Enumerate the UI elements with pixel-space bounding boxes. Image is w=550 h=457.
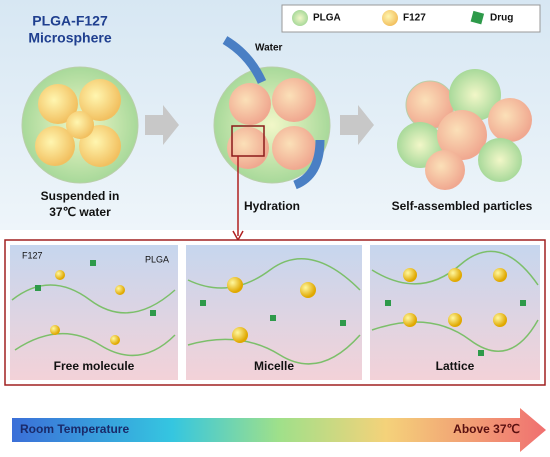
panel — [370, 245, 540, 380]
drug-particles — [35, 260, 526, 356]
title-line: Microsphere — [28, 30, 111, 46]
micelle-cores — [50, 268, 507, 345]
legend-swatch — [292, 10, 308, 26]
panel-annotation: F127 — [22, 250, 43, 260]
legend-swatch — [470, 10, 485, 25]
title-line: PLGA-F127 — [32, 13, 108, 29]
water-arrow — [293, 139, 325, 190]
panel-annotation: PLGA — [145, 254, 169, 264]
panel-label: Micelle — [254, 359, 294, 373]
legend-label: PLGA — [313, 13, 341, 24]
stage-label: 37℃ water — [49, 205, 111, 219]
panel-label: Free molecule — [54, 359, 135, 373]
particle-cluster — [397, 69, 532, 190]
f127-chains — [11, 250, 539, 365]
legend-box — [281, 4, 541, 33]
process-arrow — [145, 105, 179, 145]
legend-swatch — [382, 10, 398, 26]
legend-label: F127 — [403, 13, 426, 24]
water-arrow — [222, 36, 267, 84]
legend-label: Drug — [490, 13, 513, 24]
temperature-start: Room Temperature — [20, 422, 129, 436]
microsphere — [21, 66, 139, 184]
stage-label: Hydration — [244, 199, 300, 213]
stage-label: Self-assembled particles — [392, 199, 533, 213]
panel-label: Lattice — [436, 359, 475, 373]
water-label: Water — [255, 43, 283, 54]
stage-label: Suspended in — [41, 189, 120, 203]
process-arrow — [340, 105, 374, 145]
temperature-end: Above 37℃ — [453, 422, 520, 436]
temperature-arrow — [12, 408, 546, 452]
